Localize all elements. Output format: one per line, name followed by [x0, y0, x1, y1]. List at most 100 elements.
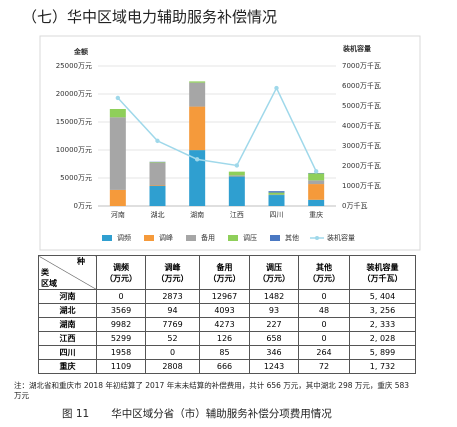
table-cell: 85: [199, 345, 250, 360]
column-name: 其他: [316, 262, 332, 272]
table-cell: 1958: [96, 345, 146, 360]
table-cell: 0: [298, 289, 350, 304]
x-tick-label: 湖南: [190, 210, 204, 219]
row-header: 河南: [38, 289, 97, 304]
line-marker: [313, 169, 319, 174]
bar-segment: [149, 162, 166, 186]
row-header: 重庆: [38, 359, 97, 374]
row-header: 四川: [38, 345, 97, 360]
bar-segment: [228, 175, 245, 177]
bar-segment: [189, 150, 206, 206]
table-cell: 5299: [96, 331, 146, 346]
bar-segment: [109, 117, 126, 190]
y2-tick-label: 4000万千瓦: [342, 121, 381, 130]
column-name: 装机容量: [366, 262, 399, 272]
caption: 图 11 华中区域分省（市）辅助服务补偿分项费用情况: [62, 406, 354, 421]
table: 种类区域 调频 （万元） 调峰 （万元） 备用 （万元） 调压 （万元） 其他 （万元） 装机容量 （万…: [38, 255, 416, 374]
column-unit: （万元）: [258, 273, 290, 283]
table-cell: 5, 404: [349, 289, 416, 304]
table-cell: 12967: [199, 289, 250, 304]
legend-swatch: [102, 235, 112, 241]
table-cell: 93: [249, 303, 299, 318]
y2-tick-label: 0万千瓦: [342, 201, 367, 210]
bar-segment: [228, 171, 245, 176]
caption-text: 华中区域分省（市）辅助服务补偿分项费用情况: [111, 408, 332, 420]
column-unit: （万元）: [156, 273, 189, 283]
line: [117, 86, 317, 172]
bar-segment: [308, 184, 325, 200]
bar-segment: [109, 108, 126, 118]
table-cell: 2, 333: [349, 317, 416, 332]
chart-frame: [39, 35, 421, 251]
bar-segment: [308, 173, 325, 181]
table-cell: 3, 256: [349, 303, 416, 318]
table-row: 河南 0 2873 12967 1482 0 5, 404: [38, 289, 416, 304]
table-cell: 0: [145, 345, 200, 360]
y-tick-label: 25000万元: [56, 62, 92, 70]
bar-segment: [149, 162, 166, 163]
legend-swatch: [228, 235, 238, 241]
table-cell: 52: [145, 331, 200, 346]
y2-tick-label: 6000万千瓦: [342, 81, 381, 90]
y-axis-title: 金额: [73, 47, 88, 56]
y-tick-label: 20000万元: [56, 90, 92, 98]
table-row: 湖南 9982 7769 4273 227 0 2, 333: [38, 317, 416, 332]
column-unit: （万千瓦）: [362, 273, 403, 283]
bar-segment: [109, 189, 126, 206]
line-marker: [234, 163, 240, 168]
table-cell: 227: [249, 317, 299, 332]
corner-label: 类: [41, 268, 49, 277]
bar-segment: [268, 191, 285, 193]
line-marker: [194, 157, 200, 162]
column-header: 备用 （万元）: [199, 255, 250, 290]
y2-tick-label: 7000万千瓦: [342, 61, 381, 70]
y-tick-label: 10000万元: [56, 146, 92, 154]
legend-label: 装机容量: [327, 233, 355, 242]
table-cell: 4093: [199, 303, 250, 318]
table-cell: 72: [298, 359, 350, 374]
column-header: 装机容量 （万千瓦）: [349, 255, 416, 290]
column-name: 调峰: [164, 262, 181, 272]
bar-segment: [308, 180, 325, 185]
corner-cell: 种类区域: [38, 255, 97, 290]
row-header: 湖北: [38, 303, 97, 318]
bar-segment: [149, 186, 166, 206]
table-cell: 658: [249, 331, 299, 346]
row-header: 江西: [38, 331, 97, 346]
table-cell: 1482: [249, 289, 299, 304]
legend-swatch: [186, 235, 196, 241]
table-cell: 3569: [96, 303, 146, 318]
legend-swatch: [270, 235, 280, 241]
table-cell: 2, 028: [349, 331, 416, 346]
x-tick-label: 重庆: [309, 210, 323, 219]
column-unit: （万元）: [208, 273, 241, 283]
y-tick-label: 15000万元: [56, 118, 92, 126]
bar-segment: [189, 81, 206, 83]
table-cell: 1109: [96, 359, 146, 374]
table-cell: 94: [145, 303, 200, 318]
x-tick-label: 江西: [230, 211, 244, 219]
column-header: 调压 （万元）: [249, 255, 299, 290]
legend-swatch: [144, 235, 154, 241]
bar-segment: [149, 185, 166, 187]
table-cell: 2873: [145, 289, 200, 304]
table-cell: 1, 732: [349, 359, 416, 374]
corner-label: 种: [77, 257, 85, 266]
legend-label: 其他: [285, 233, 299, 242]
line-marker: [274, 85, 279, 91]
column-name: 备用: [216, 262, 233, 272]
table-cell: 2808: [145, 359, 200, 374]
bar-segment: [308, 199, 325, 206]
caption-number: 图 11: [62, 408, 90, 420]
column-header: 调峰 （万元）: [145, 255, 200, 290]
bar-segment: [228, 176, 245, 206]
table-cell: 0: [298, 317, 350, 332]
y2-axis-title: 装机容量: [342, 44, 371, 53]
table-cell: 48: [298, 303, 350, 318]
table-cell: 0: [298, 331, 350, 346]
table-cell: 1243: [249, 359, 299, 374]
y-tick-label: 5000万元: [60, 174, 92, 182]
column-name: 调频: [113, 262, 129, 272]
x-tick-label: 四川: [270, 211, 284, 219]
